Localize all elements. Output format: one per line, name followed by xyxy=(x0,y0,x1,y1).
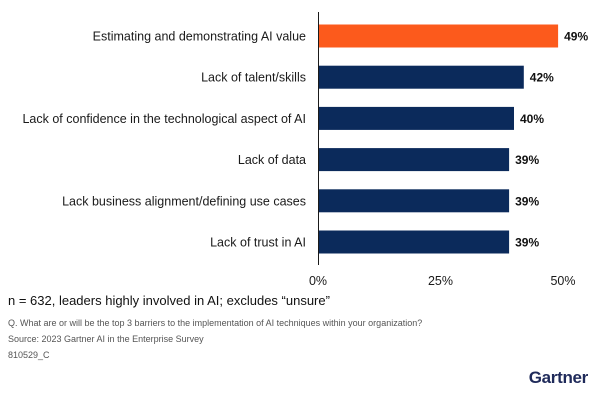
data-label: 39% xyxy=(515,236,539,250)
figure-code: 810529_C xyxy=(8,350,50,360)
bar xyxy=(318,230,510,254)
survey-question-note: Q. What are or will be the top 3 barrier… xyxy=(8,318,423,328)
category-label: Lack of talent/skills xyxy=(201,71,306,85)
data-label: 42% xyxy=(530,71,554,85)
sample-note: n = 632, leaders highly involved in AI; … xyxy=(8,293,330,308)
category-label: Lack of confidence in the technological … xyxy=(22,112,306,126)
category-label: Lack business alignment/defining use cas… xyxy=(62,194,306,208)
data-label: 39% xyxy=(515,194,539,208)
gartner-logo: Gartner xyxy=(528,368,589,387)
source-note: Source: 2023 Gartner AI in the Enterpris… xyxy=(8,334,204,344)
x-tick-label: 50% xyxy=(550,274,575,288)
data-label: 40% xyxy=(520,112,544,126)
category-label: Lack of trust in AI xyxy=(210,236,306,250)
x-tick-label: 0% xyxy=(309,274,327,288)
bar xyxy=(318,148,510,172)
category-label: Lack of data xyxy=(238,153,306,167)
bar xyxy=(318,24,559,48)
bar xyxy=(318,106,514,130)
bar-chart: Estimating and demonstrating AI value 49%… xyxy=(22,12,588,288)
bar xyxy=(318,65,524,89)
x-tick-label: 25% xyxy=(428,274,453,288)
category-label: Estimating and demonstrating AI value xyxy=(93,30,306,44)
data-label: 39% xyxy=(515,153,539,167)
data-label: 49% xyxy=(564,30,588,44)
bar xyxy=(318,189,510,213)
